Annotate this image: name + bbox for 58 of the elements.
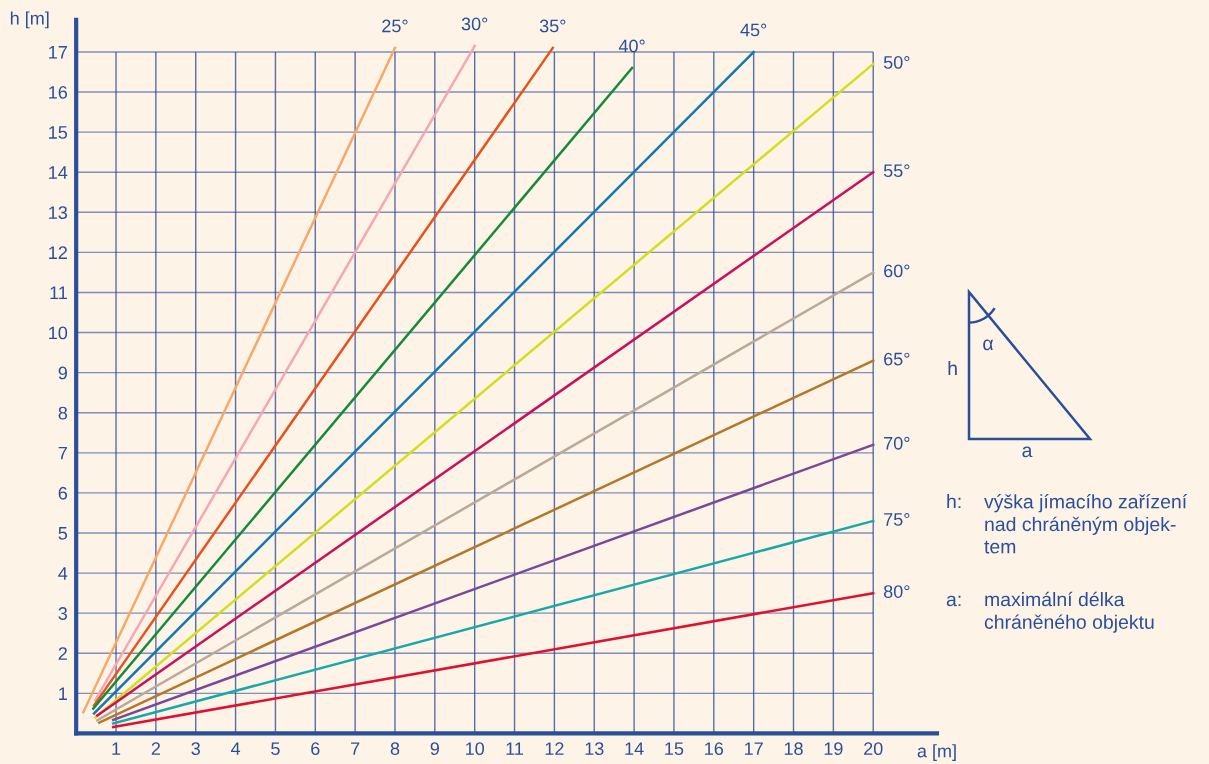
series-label: 55° [883,164,910,178]
x-tick-label: 19 [824,742,843,756]
x-tick-label: 13 [585,742,604,756]
y-tick-label: 2 [58,647,67,660]
x-tick-label: 18 [784,742,803,756]
series-label: 30° [461,17,488,31]
series-label: 25° [382,19,408,33]
text: α [983,339,994,351]
y-tick-label: 9 [58,366,67,380]
x-tick-label: 11 [506,742,524,755]
series-label: 35° [539,19,566,33]
x-tick-label: 5 [271,742,280,756]
text: maximální délka chráněného objektu [984,591,1154,633]
y-tick-label: 8 [58,406,68,420]
series-label: 80° [883,585,910,598]
text: výška jímacího zařízení nad chráněným objek- tem [984,494,1188,554]
x-tick-label: 4 [230,742,241,755]
series-label: 70° [884,436,910,450]
text: a [1022,446,1033,458]
y-tick-label: 6 [58,486,68,500]
x-tick-label: 16 [705,742,724,756]
y-tick-label: 1 [59,687,67,700]
series-label: 50° [883,56,910,69]
y-tick-label: 7 [58,446,67,460]
x-tick-label: 6 [311,742,320,756]
text: h [948,360,957,376]
y-tick-label: 4 [58,567,68,580]
x-tick-label: 12 [545,742,564,755]
series-label: 75° [884,513,910,526]
text: h: [947,494,961,509]
x-tick-label: 20 [864,742,883,756]
y-tick-label: 3 [58,607,68,620]
series-label: 40° [618,39,645,53]
x-tick-label: 14 [625,742,644,755]
y-tick-label: 12 [49,246,67,259]
x-tick-label: 9 [430,742,439,756]
x-axis-title: a [m] [917,744,956,761]
x-tick-label: 17 [744,742,763,755]
x-tick-label: 3 [191,742,200,756]
y-tick-label: 16 [49,85,68,99]
series-label: 65° [884,352,910,366]
x-tick-label: 15 [665,742,684,756]
y-tick-label: 13 [49,206,68,220]
series-label: 45° [740,23,767,37]
y-tick-label: 14 [49,166,68,179]
text: a: [946,595,961,607]
x-tick-label: 7 [351,742,360,755]
x-tick-label: 10 [466,742,485,756]
series-label: 60° [884,264,910,278]
y-tick-label: 10 [49,326,68,340]
x-tick-label: 1 [112,742,121,755]
y-tick-label: 15 [49,126,68,139]
y-tick-label: 17 [49,46,67,59]
y-axis-title: h [m] [10,11,49,29]
y-tick-label: 11 [50,286,67,300]
x-tick-label: 8 [390,742,400,756]
x-tick-label: 2 [151,742,160,755]
y-tick-label: 5 [58,527,68,540]
